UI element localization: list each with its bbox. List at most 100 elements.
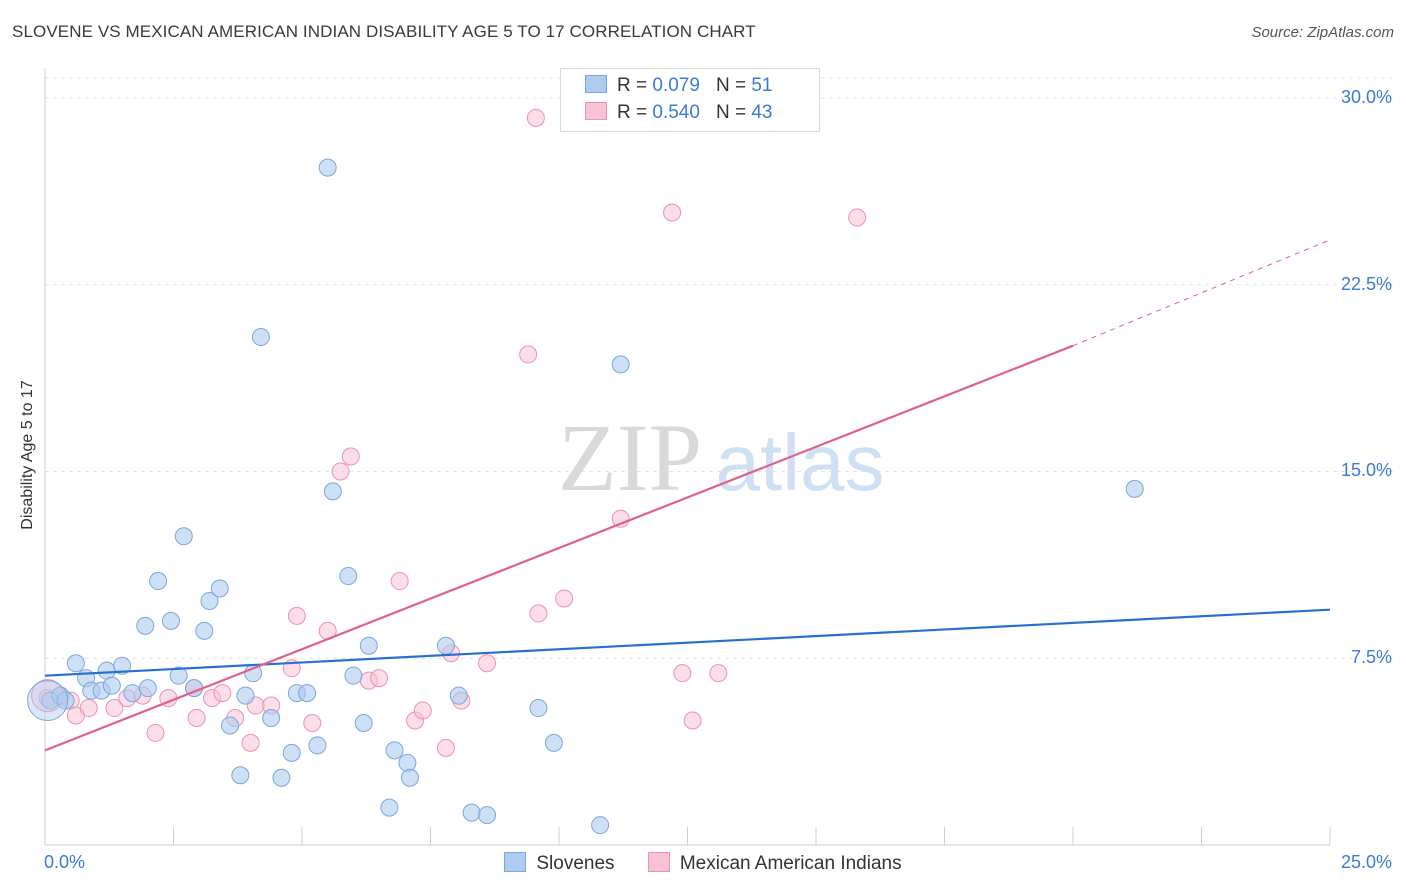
data-point-slovenes: [308, 736, 327, 755]
data-point-slovenes: [221, 716, 240, 735]
trend-line-mexican-american-indians: [44, 344, 1074, 752]
n-value: 43: [751, 102, 773, 123]
data-point-mexican-american-indians: [478, 654, 497, 673]
data-point-slovenes: [591, 816, 610, 835]
data-point-mexican-american-indians: [341, 447, 360, 466]
data-point-mexican-american-indians: [555, 589, 574, 608]
data-point-mexican-american-indians: [287, 606, 306, 625]
data-point-mexican-american-indians: [436, 738, 455, 757]
data-point-slovenes: [323, 482, 342, 501]
legend-label-slovenes: Slovenes: [536, 853, 615, 874]
y-tick-label: 22.5%: [1340, 273, 1392, 294]
data-point-slovenes: [236, 686, 255, 705]
data-point-slovenes: [478, 806, 497, 825]
data-point-slovenes: [210, 579, 229, 598]
legend-item-mexican-american-indians: Mexican American Indians: [647, 852, 902, 875]
data-point-slovenes: [136, 616, 155, 635]
data-point-slovenes: [138, 679, 157, 698]
series-legend: Slovenes Mexican American Indians: [0, 852, 1406, 875]
data-point-mexican-american-indians: [673, 664, 692, 683]
data-point-slovenes: [149, 572, 168, 591]
chart-title: SLOVENE VS MEXICAN AMERICAN INDIAN DISAB…: [12, 22, 756, 41]
data-point-mexican-american-indians: [519, 345, 538, 364]
data-point-slovenes: [200, 591, 219, 610]
watermark-zip: ZIP: [558, 404, 702, 511]
data-point-slovenes: [1125, 479, 1144, 498]
data-point-slovenes: [339, 567, 358, 586]
data-point-slovenes: [544, 733, 563, 752]
data-point-slovenes: [102, 676, 121, 695]
data-point-slovenes: [318, 158, 337, 177]
watermark-atlas: atlas: [716, 418, 885, 507]
swatch-slovenes: [585, 75, 607, 93]
data-point-mexican-american-indians: [187, 708, 206, 727]
data-point-mexican-american-indians: [683, 711, 702, 730]
grid-lines: [45, 77, 1395, 659]
n-label: N =: [715, 75, 747, 96]
data-point-slovenes: [195, 621, 214, 640]
data-cluster-slovenes: [27, 680, 69, 722]
r-label: R =: [617, 75, 648, 96]
y-tick-label: 7.5%: [1350, 647, 1392, 668]
data-point-mexican-american-indians: [529, 604, 548, 623]
data-point-mexican-american-indians: [663, 203, 682, 222]
source-label: Source: ZipAtlas.com: [1251, 24, 1394, 41]
data-point-slovenes: [611, 355, 630, 374]
data-point-slovenes: [398, 753, 417, 772]
data-point-slovenes: [436, 636, 455, 655]
data-point-slovenes: [66, 654, 85, 673]
data-point-mexican-american-indians: [105, 699, 124, 718]
data-point-mexican-american-indians: [709, 664, 728, 683]
data-point-slovenes: [123, 684, 142, 703]
r-label: R =: [617, 102, 648, 123]
y-tick-label: 15.0%: [1340, 460, 1392, 481]
data-point-slovenes: [97, 661, 116, 680]
trend-lines: [44, 239, 1331, 752]
data-point-slovenes: [251, 327, 270, 346]
data-point-slovenes: [272, 768, 291, 787]
data-point-slovenes: [462, 803, 481, 822]
data-point-slovenes: [161, 611, 180, 630]
trend-line-mexican-american-indians: [1072, 239, 1331, 347]
series-slovenes: [27, 158, 1144, 835]
data-point-slovenes: [529, 699, 548, 718]
data-point-slovenes: [282, 743, 301, 762]
data-point-mexican-american-indians: [370, 669, 389, 688]
swatch-mexican-american-indians: [585, 102, 607, 120]
data-point-slovenes: [385, 741, 404, 760]
data-point-slovenes: [231, 766, 250, 785]
data-point-mexican-american-indians: [241, 733, 260, 752]
data-point-slovenes: [113, 656, 132, 675]
data-point-slovenes: [449, 686, 468, 705]
trend-line-slovenes: [44, 608, 1331, 677]
data-point-slovenes: [344, 666, 363, 685]
legend-item-slovenes: Slovenes: [504, 852, 615, 875]
data-point-slovenes: [262, 708, 281, 727]
data-point-slovenes: [169, 666, 188, 685]
n-value: 51: [751, 75, 773, 96]
data-point-mexican-american-indians: [526, 108, 545, 127]
n-label: N =: [715, 102, 747, 123]
y-tick-label: 30.0%: [1340, 86, 1392, 107]
legend-swatch-mexican-american-indians: [647, 852, 670, 872]
data-point-slovenes: [380, 798, 399, 817]
data-point-mexican-american-indians: [303, 713, 322, 732]
x-tick-label-min: 0.0%: [44, 852, 86, 872]
data-point-slovenes: [354, 713, 373, 732]
data-point-mexican-american-indians: [390, 572, 409, 591]
legend-swatch-slovenes: [504, 852, 527, 872]
data-point-mexican-american-indians: [848, 208, 867, 227]
x-tick-label-max: 25.0%: [1340, 852, 1392, 872]
stats-row-slovenes: R = 0.079 N = 51: [585, 75, 772, 97]
stats-row-mexican-american-indians: R = 0.540 N = 43: [585, 102, 772, 124]
stats-legend: R = 0.079 N = 51 R = 0.540 N = 43: [560, 68, 820, 132]
data-point-mexican-american-indians: [146, 723, 165, 742]
data-point-mexican-american-indians: [413, 701, 432, 720]
data-point-mexican-american-indians: [79, 699, 98, 718]
axes: [44, 68, 1331, 846]
data-point-slovenes: [174, 527, 193, 546]
data-point-mexican-american-indians: [331, 462, 350, 481]
r-value: 0.540: [652, 102, 700, 123]
r-value: 0.079: [652, 75, 700, 96]
